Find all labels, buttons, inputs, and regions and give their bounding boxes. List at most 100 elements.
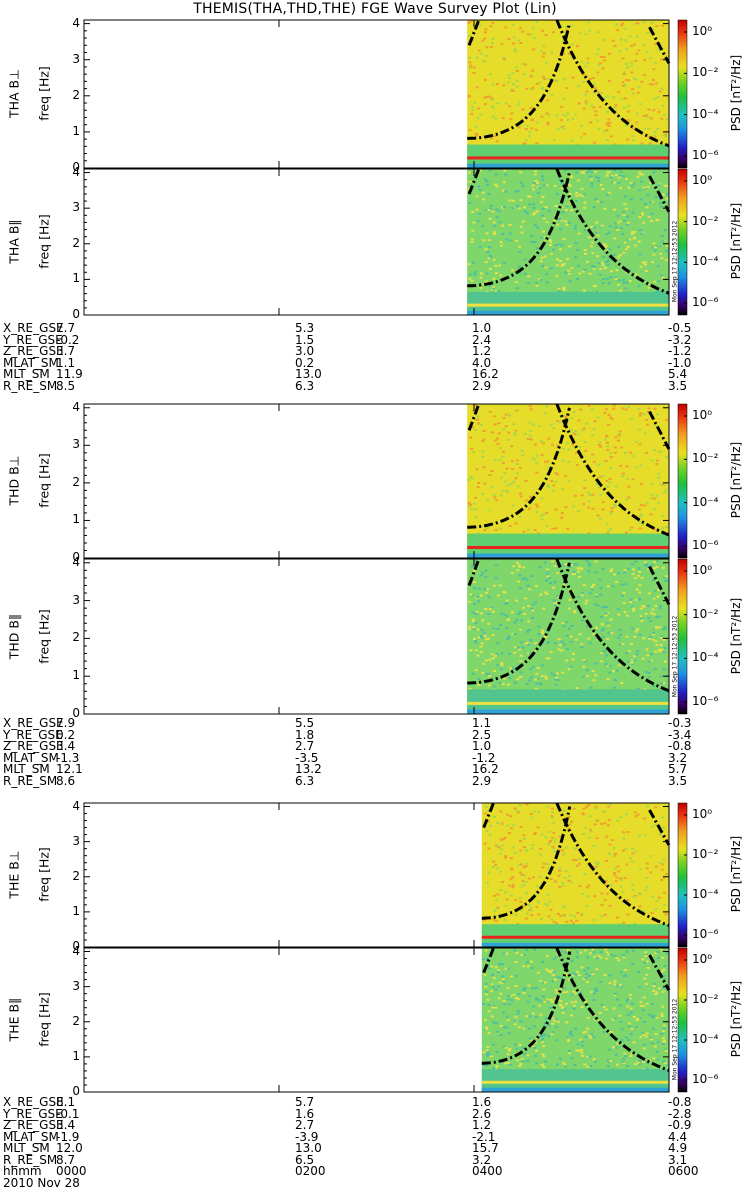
colorbar-tick-label: 10⁻² bbox=[692, 213, 719, 228]
spectral-line bbox=[481, 1080, 669, 1084]
colorbar-title: PSD [nT²/Hz] bbox=[729, 835, 743, 913]
ephemeris-value: 2.7 bbox=[295, 1118, 315, 1132]
ephemeris-value: 8.5 bbox=[56, 378, 76, 393]
ephemeris-label: MLAT_SM bbox=[3, 355, 59, 370]
colorbar-tick-label: 10⁰ bbox=[692, 807, 713, 821]
ephemeris-label: Y_RE_GSE bbox=[3, 727, 63, 742]
ephemeris-value: 7.7 bbox=[56, 321, 76, 335]
colorbar-tick-label: 10⁻⁶ bbox=[692, 148, 719, 162]
panel-component-label: THA B∥ bbox=[6, 219, 22, 264]
ephemeris-label: X_RE_GSE bbox=[3, 321, 64, 335]
lowest-frequency-band bbox=[467, 310, 669, 315]
colorbar-tick-label: 10⁰ bbox=[692, 563, 713, 577]
ephemeris-value: 1.1 bbox=[56, 355, 76, 370]
ephemeris-value: 12.0 bbox=[56, 1141, 83, 1155]
spectral-line bbox=[467, 545, 669, 549]
ephemeris-label: R_RE_SM bbox=[3, 1152, 58, 1167]
colorbar-tick-label: 10⁻⁴ bbox=[692, 1032, 719, 1046]
ephemeris-value: 11.9 bbox=[56, 367, 83, 381]
ephemeris-value: -3.2 bbox=[668, 332, 692, 347]
y-tick-label: 1 bbox=[72, 271, 80, 286]
low-frequency-band bbox=[481, 1069, 669, 1092]
colorbar-tick-label: 10⁻⁴ bbox=[692, 494, 719, 509]
gyrofrequency-curve bbox=[481, 951, 572, 1065]
ephemeris-value: 13.0 bbox=[295, 367, 322, 381]
ephemeris-value: 2.6 bbox=[472, 1106, 492, 1121]
time-axis-label: hhmm bbox=[3, 1164, 42, 1178]
ephemeris-value: -1.2 bbox=[472, 750, 496, 765]
panel-component-label: THD B⊥ bbox=[6, 455, 22, 506]
gyrofrequency-curve bbox=[648, 175, 671, 213]
panel-frame bbox=[83, 947, 670, 1093]
colorbar-tick-label: 10⁻⁶ bbox=[692, 694, 719, 708]
ephemeris-value: 3.2 bbox=[472, 1152, 492, 1167]
ephemeris-value: 4.4 bbox=[668, 1129, 688, 1144]
ephemeris-value: -0.2 bbox=[56, 332, 80, 347]
colorbar-title: PSD [nT²/Hz] bbox=[729, 980, 743, 1058]
ephemeris-value: -0.9 bbox=[668, 1118, 692, 1132]
colorbar-title: PSD [nT²/Hz] bbox=[729, 597, 743, 674]
ephemeris-value: 5.3 bbox=[295, 321, 315, 335]
low-frequency-band bbox=[467, 291, 669, 315]
gyrofrequency-curve bbox=[648, 954, 671, 991]
panel-freq-axis-label: freq [Hz] bbox=[36, 608, 52, 664]
ephemeris-value: 5.4 bbox=[668, 367, 688, 381]
ephemeris-value: 13.0 bbox=[295, 1141, 322, 1155]
y-tick-label: 4 bbox=[72, 164, 80, 179]
y-tick-label: 3 bbox=[72, 437, 80, 452]
gyrofrequency-curve bbox=[467, 172, 571, 288]
ephemeris-value: 7.9 bbox=[56, 716, 76, 730]
y-tick-label: 2 bbox=[72, 87, 80, 102]
y-tick-label: 3 bbox=[72, 978, 80, 993]
ephemeris-label: MLAT_SM bbox=[3, 1129, 59, 1144]
panel-frame bbox=[83, 802, 670, 948]
gyrofrequency-curve bbox=[467, 403, 481, 431]
ephemeris-value: -3.9 bbox=[295, 1129, 319, 1144]
gyrofrequency-curve bbox=[648, 565, 671, 606]
ephemeris-label: MLT_SM bbox=[3, 367, 50, 381]
y-tick-label: 1 bbox=[72, 512, 80, 527]
colorbar bbox=[677, 19, 688, 169]
lowest-frequency-band bbox=[467, 709, 669, 714]
ephemeris-value: 5.7 bbox=[668, 762, 688, 776]
ephemeris-label: Z_RE_GSE bbox=[3, 739, 64, 753]
y-tick-label: 0 bbox=[72, 550, 80, 564]
ephemeris-label: Y_RE_GSE bbox=[3, 1106, 63, 1121]
time-tick-label: 0400 bbox=[472, 1164, 503, 1178]
colorbar-tick-label: 10⁻⁴ bbox=[692, 106, 719, 121]
ephemeris-value: -0.5 bbox=[668, 321, 692, 335]
colorbar bbox=[677, 168, 688, 316]
colorbar-tick-label: 10⁻² bbox=[692, 992, 719, 1006]
gyrofrequency-curve bbox=[482, 947, 495, 974]
y-tick-label: 3 bbox=[72, 51, 80, 66]
gyrofrequency-curve bbox=[481, 806, 572, 920]
ephemeris-value: 3.7 bbox=[56, 344, 76, 358]
lowest-frequency-band bbox=[481, 1087, 669, 1092]
panel-freq-axis-label: freq [Hz] bbox=[36, 214, 52, 269]
low-frequency-band bbox=[467, 144, 669, 168]
y-tick-label: 4 bbox=[72, 554, 80, 569]
ephemeris-value: -1.9 bbox=[56, 1129, 80, 1144]
colorbar-tick-label: 10⁻² bbox=[692, 847, 719, 861]
ephemeris-value: -1.0 bbox=[668, 355, 692, 370]
y-tick-label: 2 bbox=[72, 868, 80, 883]
colorbar-tick-label: 10⁻⁴ bbox=[692, 887, 719, 901]
spectral-line bbox=[467, 303, 669, 307]
y-tick-label: 1 bbox=[72, 1048, 80, 1063]
panel-frame bbox=[83, 403, 670, 559]
y-tick-label: 0 bbox=[72, 1084, 80, 1098]
lowest-frequency-band bbox=[467, 553, 669, 558]
colorbar-tick-label: 10⁻⁴ bbox=[692, 254, 719, 269]
ephemeris-value: 2.9 bbox=[472, 378, 492, 393]
colorbar-title: PSD [nT²/Hz] bbox=[729, 441, 743, 519]
y-tick-label: 4 bbox=[72, 798, 80, 813]
colorbar-tick-label: 10⁻⁶ bbox=[692, 1072, 719, 1086]
ephemeris-value: 15.7 bbox=[472, 1141, 499, 1155]
colorbar-tick-label: 10⁰ bbox=[692, 408, 713, 422]
y-tick-label: 2 bbox=[72, 1013, 80, 1028]
y-tick-label: 0 bbox=[72, 706, 80, 720]
gyrofrequency-curve bbox=[555, 802, 670, 927]
ephemeris-value: 12.1 bbox=[56, 762, 83, 776]
ephemeris-value: 1.0 bbox=[472, 321, 492, 335]
